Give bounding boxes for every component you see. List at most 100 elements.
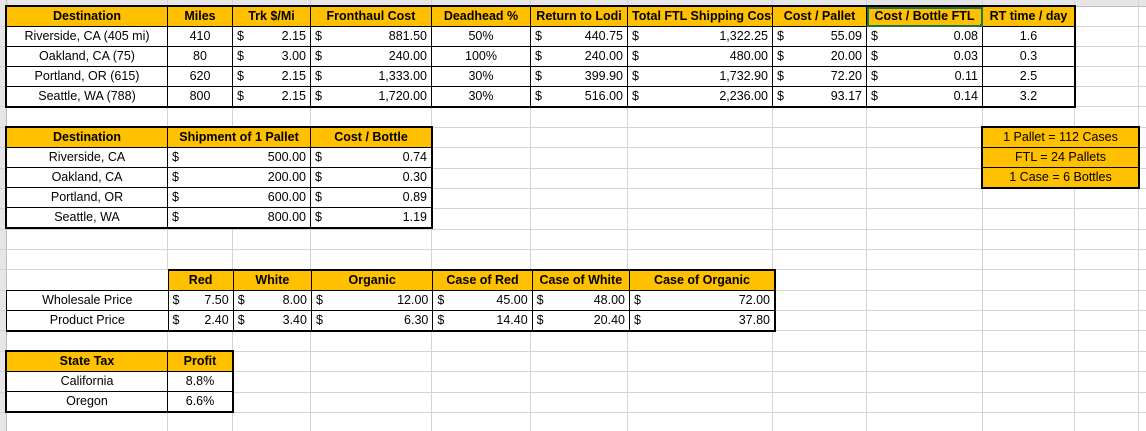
cell-fronthaul[interactable]: $1,333.00 xyxy=(310,66,432,87)
cell-cost-bottle[interactable]: $0.08 xyxy=(866,26,983,47)
cell-fronthaul[interactable]: $1,720.00 xyxy=(310,86,432,107)
cell-profit[interactable]: 8.8% xyxy=(167,371,233,392)
cell-shipment[interactable]: $200.00 xyxy=(167,167,311,188)
header-total-ftl[interactable]: Total FTL Shipping Cost xyxy=(627,6,773,27)
cell-destination[interactable]: Riverside, CA (405 mi) xyxy=(6,26,168,47)
cell-price[interactable]: $6.30 xyxy=(310,310,434,332)
cell-return[interactable]: $399.90 xyxy=(530,66,628,87)
cell-trk-per-mi[interactable]: $3.00 xyxy=(232,46,311,67)
cell-cost-bottle[interactable]: $0.11 xyxy=(866,66,983,87)
cell-case-bottles[interactable]: 1 Case = 6 Bottles xyxy=(982,167,1139,188)
header-organic[interactable]: Organic xyxy=(310,269,434,291)
cell-destination[interactable]: Oakland, CA xyxy=(6,167,168,188)
cell-destination[interactable]: Portland, OR (615) xyxy=(6,66,168,87)
header-deadhead[interactable]: Deadhead % xyxy=(431,6,531,27)
cell-total-ftl[interactable]: $1,732.90 xyxy=(627,66,773,87)
cell-destination[interactable]: Riverside, CA xyxy=(6,147,168,168)
header-trk-per-mi[interactable]: Trk $/Mi xyxy=(232,6,311,27)
header-cost-pallet[interactable]: Cost / Pallet xyxy=(772,6,867,27)
cell-cost-bottle[interactable]: $0.30 xyxy=(310,167,432,188)
cell-price[interactable]: $48.00 xyxy=(531,290,630,311)
cell-total-ftl[interactable]: $1,322.25 xyxy=(627,26,773,47)
cell-return[interactable]: $240.00 xyxy=(530,46,628,67)
cell-price[interactable]: $20.40 xyxy=(531,310,630,332)
cell-shipment[interactable]: $800.00 xyxy=(167,207,311,228)
cell-rt-time[interactable]: 2.5 xyxy=(982,66,1075,87)
table-row: Oakland, CA $200.00 $0.30 xyxy=(6,167,432,188)
cell-price[interactable]: $72.00 xyxy=(628,290,776,311)
cell-state[interactable]: California xyxy=(6,371,168,392)
cell-cost-bottle[interactable]: $0.89 xyxy=(310,187,432,208)
cell-price[interactable]: $14.40 xyxy=(432,310,533,332)
cell-price[interactable]: $8.00 xyxy=(232,290,312,311)
cell-miles[interactable]: 620 xyxy=(167,66,233,87)
header-cost-bottle-ftl-selected[interactable]: Cost / Bottle FTL xyxy=(866,6,983,27)
cell-deadhead[interactable]: 50% xyxy=(431,26,531,47)
cell-profit[interactable]: 6.6% xyxy=(167,391,233,412)
cell-rt-time[interactable]: 3.2 xyxy=(982,86,1075,107)
gridline xyxy=(866,0,867,431)
cell-price[interactable]: $7.50 xyxy=(167,290,234,311)
cell-price[interactable]: $37.80 xyxy=(628,310,776,332)
header-cost-bottle[interactable]: Cost / Bottle xyxy=(310,127,432,148)
cell-trk-per-mi[interactable]: $2.15 xyxy=(232,26,311,47)
header-blank[interactable] xyxy=(6,270,169,291)
header-rt-time[interactable]: RT time / day xyxy=(982,6,1075,27)
cell-return[interactable]: $516.00 xyxy=(530,86,628,107)
header-miles[interactable]: Miles xyxy=(167,6,233,27)
cell-fronthaul[interactable]: $881.50 xyxy=(310,26,432,47)
cell-cost-pallet[interactable]: $72.20 xyxy=(772,66,867,87)
cell-cost-bottle[interactable]: $1.19 xyxy=(310,207,432,228)
cell-label[interactable]: Wholesale Price xyxy=(6,290,169,311)
cell-miles[interactable]: 80 xyxy=(167,46,233,67)
header-profit[interactable]: Profit xyxy=(167,351,233,372)
cell-cost-pallet[interactable]: $20.00 xyxy=(772,46,867,67)
cell-price[interactable]: $2.40 xyxy=(167,310,234,332)
cell-state[interactable]: Oregon xyxy=(6,391,168,412)
cell-destination[interactable]: Oakland, CA (75) xyxy=(6,46,168,67)
header-white[interactable]: White xyxy=(232,269,312,291)
header-fronthaul-cost[interactable]: Fronthaul Cost xyxy=(310,6,432,27)
header-state-tax[interactable]: State Tax xyxy=(6,351,168,372)
header-return-to-lodi[interactable]: Return to Lodi xyxy=(530,6,628,27)
cell-price[interactable]: $3.40 xyxy=(232,310,312,332)
cell-deadhead[interactable]: 30% xyxy=(431,66,531,87)
cell-destination[interactable]: Portland, OR xyxy=(6,187,168,208)
cell-pallet-cases[interactable]: 1 Pallet = 112 Cases xyxy=(982,127,1139,148)
cell-cost-bottle[interactable]: $0.14 xyxy=(866,86,983,107)
cell-fronthaul[interactable]: $240.00 xyxy=(310,46,432,67)
cell-rt-time[interactable]: 0.3 xyxy=(982,46,1075,67)
cell-destination[interactable]: Seattle, WA (788) xyxy=(6,86,168,107)
cell-total-ftl[interactable]: $2,236.00 xyxy=(627,86,773,107)
gridline xyxy=(530,0,531,431)
cell-trk-per-mi[interactable]: $2.15 xyxy=(232,86,311,107)
cell-return[interactable]: $440.75 xyxy=(530,26,628,47)
cell-destination[interactable]: Seattle, WA xyxy=(6,207,168,228)
cell-miles[interactable]: 800 xyxy=(167,86,233,107)
table-row: Portland, OR (615) 620 $2.15 $1,333.00 3… xyxy=(6,66,1075,87)
cell-label[interactable]: Product Price xyxy=(6,310,169,332)
cell-ftl-pallets[interactable]: FTL = 24 Pallets xyxy=(982,147,1139,168)
header-case-red[interactable]: Case of Red xyxy=(432,269,533,291)
cell-trk-per-mi[interactable]: $2.15 xyxy=(232,66,311,87)
cell-cost-bottle[interactable]: $0.03 xyxy=(866,46,983,67)
cell-cost-bottle[interactable]: $0.74 xyxy=(310,147,432,168)
cell-shipment[interactable]: $500.00 xyxy=(167,147,311,168)
header-red[interactable]: Red xyxy=(167,269,234,291)
cell-deadhead[interactable]: 100% xyxy=(431,46,531,67)
cell-deadhead[interactable]: 30% xyxy=(431,86,531,107)
header-shipment-1-pallet[interactable]: Shipment of 1 Pallet xyxy=(167,127,311,148)
cell-price[interactable]: $45.00 xyxy=(432,290,533,311)
header-case-white[interactable]: Case of White xyxy=(531,269,630,291)
cell-rt-time[interactable]: 1.6 xyxy=(982,26,1075,47)
table-row: Portland, OR $600.00 $0.89 xyxy=(6,187,432,208)
cell-total-ftl[interactable]: $480.00 xyxy=(627,46,773,67)
header-case-organic[interactable]: Case of Organic xyxy=(628,269,776,291)
cell-miles[interactable]: 410 xyxy=(167,26,233,47)
header-destination[interactable]: Destination xyxy=(6,127,168,148)
cell-cost-pallet[interactable]: $55.09 xyxy=(772,26,867,47)
cell-price[interactable]: $12.00 xyxy=(310,290,434,311)
cell-shipment[interactable]: $600.00 xyxy=(167,187,311,208)
cell-cost-pallet[interactable]: $93.17 xyxy=(772,86,867,107)
header-destination[interactable]: Destination xyxy=(6,6,168,27)
